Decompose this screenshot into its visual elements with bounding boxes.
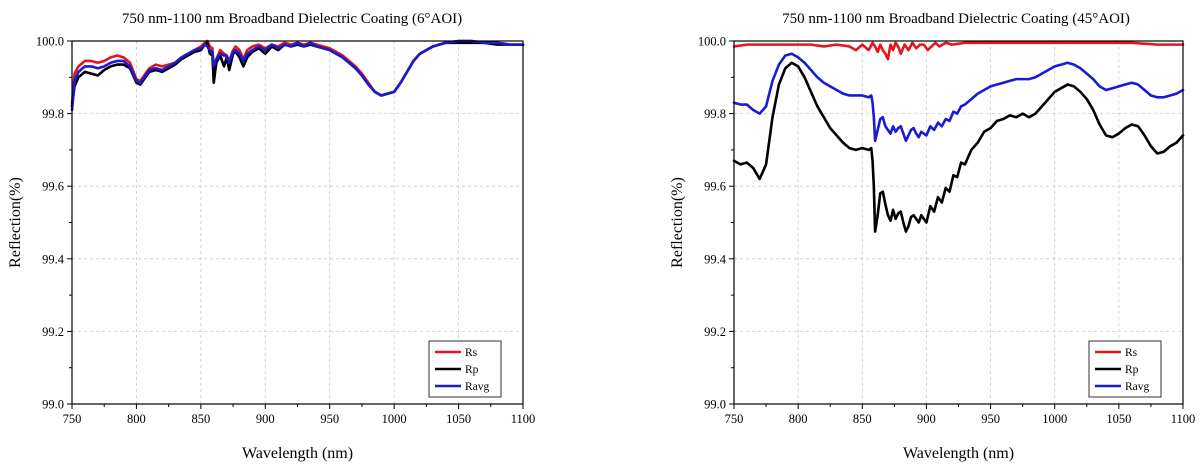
- chart-panel-1: 750 nm-1100 nm Broadband Dielectric Coat…: [7, 11, 535, 462]
- x-tick-label: 850: [853, 412, 872, 426]
- y-tick-label: 100.0: [36, 35, 64, 49]
- y-tick-label: 99.6: [42, 180, 64, 194]
- x-tick-label: 800: [789, 412, 808, 426]
- chart-title: 750 nm-1100 nm Broadband Dielectric Coat…: [782, 11, 1130, 27]
- chart-title: 750 nm-1100 nm Broadband Dielectric Coat…: [122, 11, 462, 27]
- y-tick-label: 99.2: [42, 325, 64, 339]
- x-axis-label: Wavelength (nm): [242, 445, 353, 462]
- x-tick-label: 900: [256, 412, 275, 426]
- x-tick-label: 750: [63, 412, 82, 426]
- legend: Rs Rp Ravg: [428, 340, 502, 398]
- y-tick-label: 99.0: [42, 398, 64, 412]
- series-line-rp: [70, 41, 525, 108]
- legend: Rs Rp Ravg: [1088, 340, 1162, 398]
- x-tick-label: 950: [981, 412, 1000, 426]
- y-tick-label: 99.2: [704, 325, 726, 339]
- series-line-rs: [70, 39, 525, 105]
- x-tick-label: 750: [725, 412, 744, 426]
- legend-label-ravg: Ravg: [465, 381, 490, 393]
- y-tick-label: 99.4: [704, 252, 727, 266]
- series-line-ravg: [70, 39, 525, 112]
- x-tick-label: 1000: [382, 412, 407, 426]
- x-tick-label: 900: [917, 412, 936, 426]
- x-tick-label: 1050: [1106, 412, 1131, 426]
- y-tick-label: 99.0: [704, 398, 726, 412]
- legend-label-ravg: Ravg: [1125, 381, 1150, 393]
- x-tick-label: 950: [320, 412, 339, 426]
- x-tick-label: 1000: [1042, 412, 1067, 426]
- chart-panel-2: 750 nm-1100 nm Broadband Dielectric Coat…: [669, 11, 1195, 462]
- y-axis-label: Reflection(%): [7, 177, 24, 268]
- x-tick-label: 850: [191, 412, 210, 426]
- series-line-ravg: [732, 52, 1185, 143]
- x-tick-label: 800: [127, 412, 146, 426]
- x-axis-label: Wavelength (nm): [903, 445, 1014, 462]
- series-line-rp: [732, 61, 1185, 233]
- x-tick-label: 1100: [1171, 412, 1196, 426]
- y-tick-label: 100.0: [698, 35, 726, 49]
- series-line-rs: [732, 41, 1185, 61]
- x-tick-label: 1050: [446, 412, 471, 426]
- y-tick-label: 99.8: [704, 107, 726, 121]
- y-axis-label: Reflection(%): [669, 177, 686, 268]
- grid-lines: [72, 41, 523, 404]
- x-tick-label: 1100: [511, 412, 536, 426]
- series-group: [70, 39, 525, 112]
- legend-label-rs: Rs: [465, 347, 478, 359]
- grid-lines: [734, 41, 1183, 404]
- series-group: [732, 41, 1185, 233]
- y-tick-label: 99.6: [704, 180, 726, 194]
- y-tick-label: 99.4: [42, 252, 65, 266]
- legend-label-rs: Rs: [1125, 347, 1138, 359]
- y-tick-label: 99.8: [42, 107, 64, 121]
- legend-label-rp: Rp: [465, 364, 479, 376]
- legend-label-rp: Rp: [1125, 364, 1139, 376]
